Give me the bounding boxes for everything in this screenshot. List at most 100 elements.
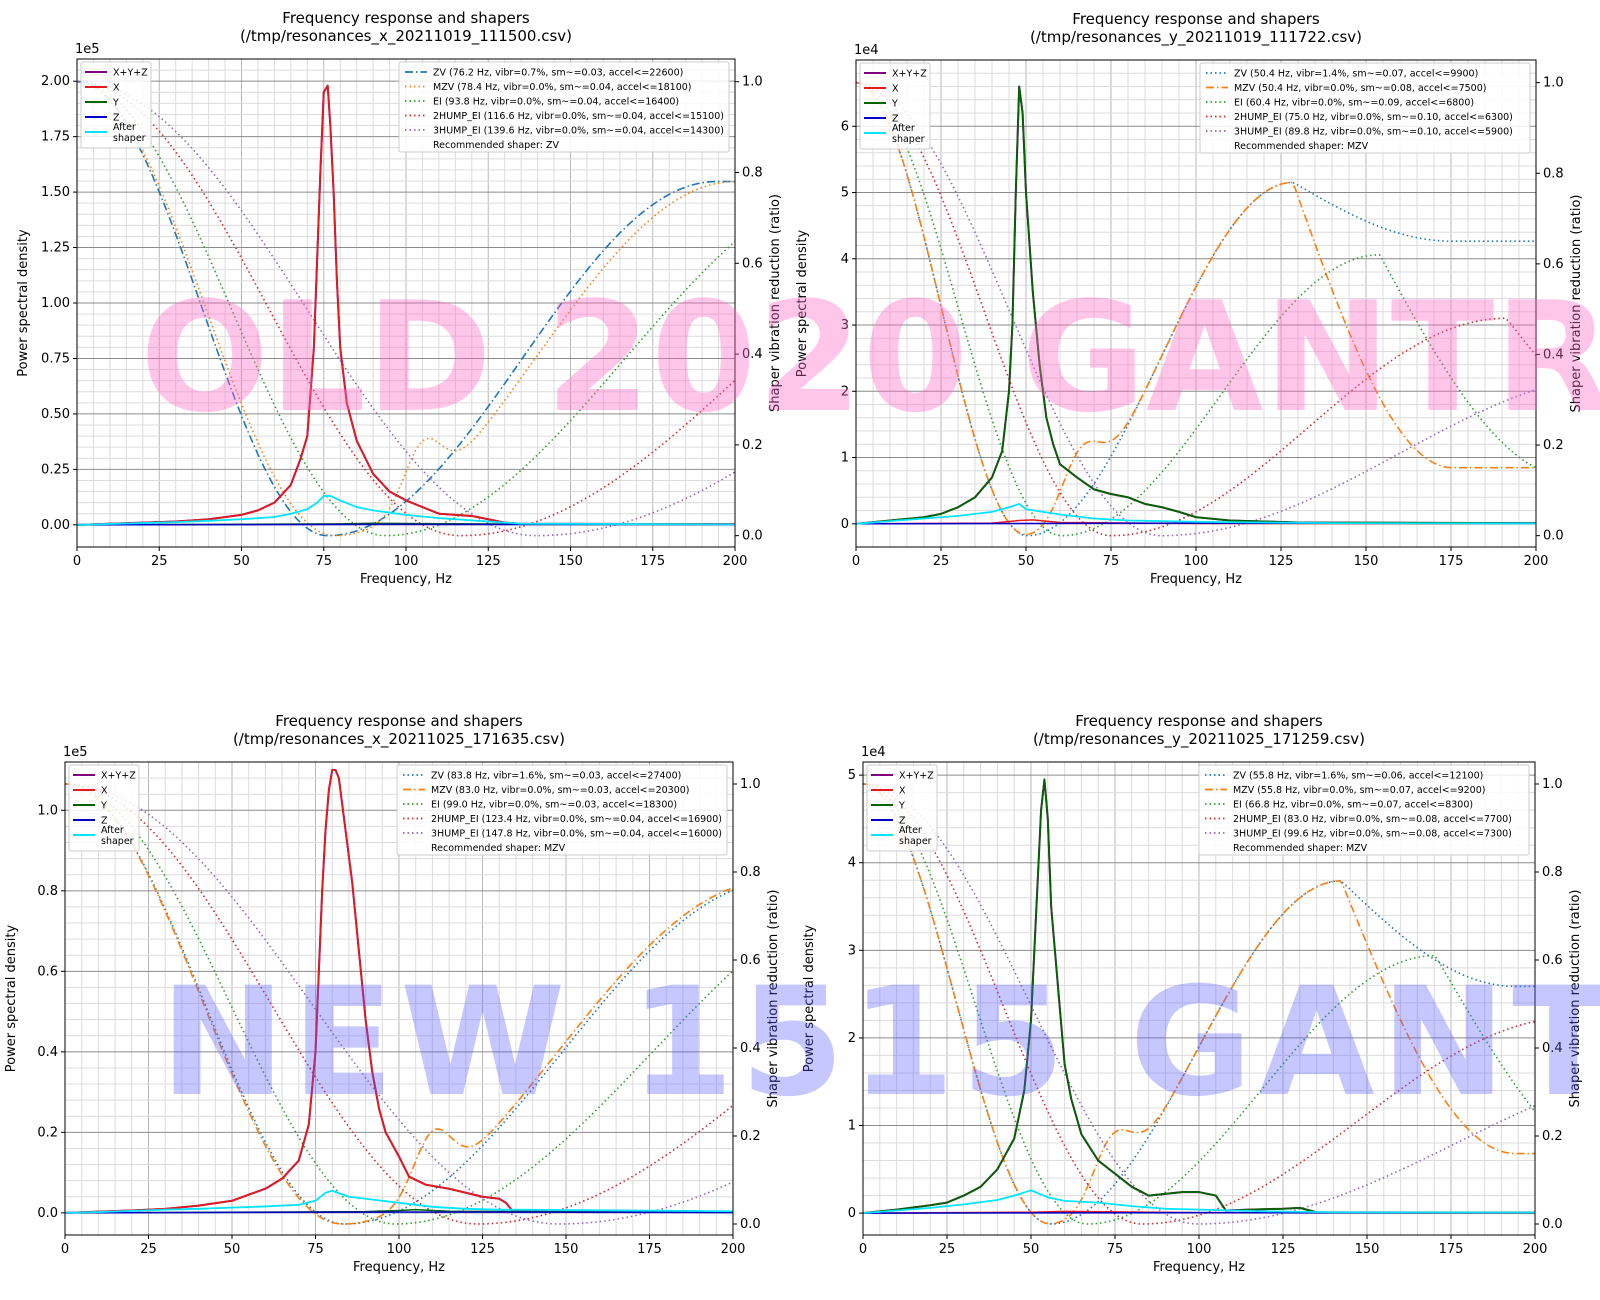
x-tick-label: 50: [233, 554, 250, 569]
y2-tick-label: 0.8: [1542, 865, 1563, 880]
legend-left-label: X+Y+Z: [892, 69, 927, 80]
chart-1: 0 25 50 75 100 125 150 175 200 0.00 0.25 0.50 0.75 1.…: [16, 9, 783, 587]
y-multiplier: 1e4: [861, 745, 886, 760]
y-tick-label: 5: [841, 186, 849, 201]
y-tick-label: 5: [848, 768, 856, 783]
shaper-line-3hump_ei: [855, 81, 1537, 537]
chart-4: 0 25 50 75 100 125 150 175 200 0 1 2 3 4 5 0.0 0.2 0.4 0.6…: [802, 712, 1583, 1275]
x-tick-label: 125: [1269, 554, 1294, 569]
y2-tick-label: 0.4: [1542, 1041, 1563, 1056]
y2-tick-label: 0.2: [1542, 1129, 1563, 1144]
y-tick-label: 4: [848, 856, 856, 871]
legend-right-label: EI (60.4 Hz, vibr=0.0%, sm~=0.09, accel<…: [1234, 98, 1474, 109]
legend-left-label: After: [892, 123, 915, 134]
chart-subtitle: (/tmp/resonances_x_20211019_111500.csv): [240, 27, 572, 46]
legend-right-label: MZV (78.4 Hz, vibr=0.0%, sm~=0.04, accel…: [433, 82, 692, 93]
x-tick-label: 175: [1439, 554, 1464, 569]
legend-right-label: 3HUMP_EI (147.8 Hz, vibr=0.0%, sm~=0.04,…: [431, 829, 722, 840]
y2-tick-label: 0.0: [740, 1217, 761, 1232]
y2-tick-label: 0.0: [742, 529, 763, 544]
legend-right-label: 2HUMP_EI (116.6 Hz, vibr=0.0%, sm~=0.04,…: [433, 111, 724, 122]
y2-tick-label: 0.0: [1543, 529, 1564, 544]
y-tick-label: 0: [841, 517, 849, 532]
chart-subtitle: (/tmp/resonances_x_20211025_171635.csv): [233, 730, 565, 749]
x-tick-label: 150: [558, 554, 583, 569]
y-multiplier: 1e4: [854, 43, 879, 58]
y2-tick-label: 1.0: [740, 777, 761, 792]
y2-axis-label: Shaper vibration reduction (ratio): [1568, 890, 1583, 1108]
y-tick-label: 0: [848, 1206, 856, 1221]
psd-line-x: [64, 769, 734, 1214]
legend-right-label: ZV (83.8 Hz, vibr=1.6%, sm~=0.03, accel<…: [431, 771, 681, 782]
y2-tick-label: 0.8: [1543, 166, 1564, 181]
x-tick-label: 50: [224, 1242, 241, 1257]
legend-left-label: X+Y+Z: [101, 771, 136, 782]
x-tick-label: 50: [1018, 554, 1035, 569]
x-tick-label: 150: [1355, 1242, 1380, 1257]
y-tick-label: 4: [841, 252, 849, 267]
y-multiplier: 1e5: [75, 42, 100, 57]
x-tick-label: 0: [859, 1242, 867, 1257]
legend-left-label: Y: [100, 801, 107, 812]
y-tick-label: 2.00: [41, 74, 70, 89]
x-tick-label: 25: [939, 1242, 956, 1257]
x-tick-label: 175: [1439, 1242, 1464, 1257]
legend-right-label: 3HUMP_EI (99.6 Hz, vibr=0.0%, sm~=0.08, …: [1233, 829, 1512, 840]
legend-left-label: Z: [892, 114, 899, 125]
legend-left-label: After: [899, 825, 922, 836]
legend-left-label: After: [113, 122, 136, 133]
y-multiplier: 1e5: [63, 745, 88, 760]
legend-left-label: X: [899, 786, 906, 797]
y-tick-label: 0.0: [37, 1206, 58, 1221]
legend-right-label: EI (99.0 Hz, vibr=0.0%, sm~=0.03, accel<…: [431, 800, 677, 811]
x-tick-label: 200: [1524, 554, 1549, 569]
legend-right-box: [398, 61, 730, 153]
legend-right: ZV (50.4 Hz, vibr=1.4%, sm~=0.07, accel<…: [1199, 62, 1531, 154]
x-tick-label: 125: [470, 1242, 495, 1257]
shaper-line-2hump_ei: [76, 80, 736, 537]
y-tick-label: 1.75: [41, 130, 70, 145]
y2-tick-label: 0.0: [1542, 1217, 1563, 1232]
x-tick-label: 100: [1187, 1242, 1212, 1257]
chart-title: Frequency response and shapers: [1072, 10, 1320, 28]
legend-right-label: MZV (55.8 Hz, vibr=0.0%, sm~=0.07, accel…: [1233, 785, 1485, 796]
y-tick-label: 0.25: [41, 462, 70, 477]
legend-right-label: Recommended shaper: ZV: [433, 140, 559, 151]
shaper-line-mzv: [862, 783, 1535, 1225]
x-tick-label: 25: [933, 554, 950, 569]
y-tick-label: 0.4: [37, 1045, 58, 1060]
legend-right-label: Recommended shaper: MZV: [1234, 141, 1369, 152]
x-tick-label: 150: [554, 1242, 579, 1257]
x-tick-label: 125: [1271, 1242, 1296, 1257]
y2-tick-label: 0.2: [1543, 438, 1564, 453]
y2-tick-label: 0.8: [742, 165, 763, 180]
y-axis-label: Power spectral density: [16, 229, 31, 377]
psd-line-y: [862, 778, 1536, 1214]
legend-left-label: shaper: [892, 134, 925, 145]
y-tick-label: 0.75: [41, 351, 70, 366]
psd-line-after-shaper: [76, 495, 736, 526]
x-tick-label: 0: [73, 554, 81, 569]
shaper-line-mzv: [76, 80, 736, 537]
x-tick-label: 175: [640, 554, 665, 569]
y2-tick-label: 0.6: [740, 953, 761, 968]
x-tick-label: 100: [387, 1242, 412, 1257]
y2-axis-label: Shaper vibration reduction (ratio): [766, 890, 781, 1108]
y-tick-label: 0.6: [37, 964, 58, 979]
legend-right-label: 3HUMP_EI (89.8 Hz, vibr=0.0%, sm~=0.10, …: [1234, 127, 1513, 138]
y-tick-label: 0.50: [41, 407, 70, 422]
chart-subtitle: (/tmp/resonances_y_20211019_111722.csv): [1030, 28, 1362, 47]
legend-right-label: MZV (50.4 Hz, vibr=0.0%, sm~=0.08, accel…: [1234, 83, 1486, 94]
legend-left-label: Z: [113, 113, 120, 124]
legend-left-label: Z: [101, 816, 108, 827]
chart-3: 0 25 50 75 100 125 150 175 200 0.0 0.2 0.4 0.6 0.8 1.0…: [4, 712, 781, 1275]
y2-tick-label: 0.2: [742, 438, 763, 453]
x-tick-label: 75: [1103, 554, 1120, 569]
legend-left-label: Z: [899, 816, 906, 827]
y-tick-label: 1: [841, 451, 849, 466]
legend-left-box: [80, 61, 152, 149]
shaper-line-2hump_ei: [855, 81, 1537, 537]
y-tick-label: 1.0: [37, 803, 58, 818]
